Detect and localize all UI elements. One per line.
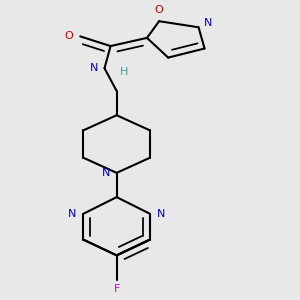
Text: O: O xyxy=(65,31,74,41)
Text: H: H xyxy=(120,67,128,77)
Text: N: N xyxy=(102,168,111,178)
Text: F: F xyxy=(113,284,120,295)
Text: N: N xyxy=(68,209,76,219)
Text: O: O xyxy=(155,4,164,14)
Text: N: N xyxy=(90,63,98,73)
Text: N: N xyxy=(204,18,212,28)
Text: N: N xyxy=(157,209,165,219)
